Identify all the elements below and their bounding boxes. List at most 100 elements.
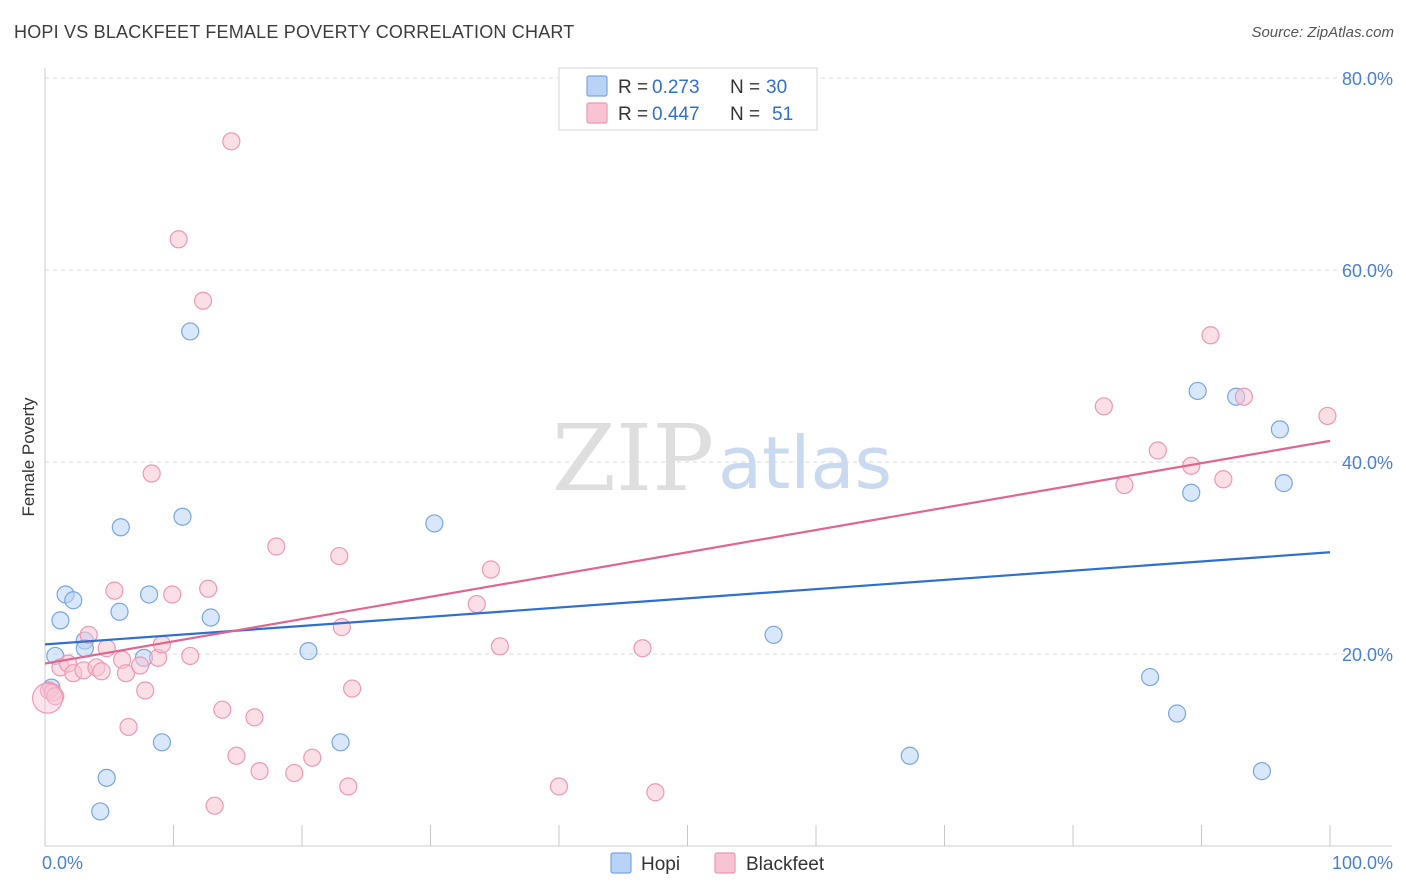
hopi-point-15 [181, 322, 200, 341]
blackfeet-point-14 [119, 717, 138, 737]
bottom-legend-label-hopi: Hopi [641, 854, 680, 875]
x-tick-label-0: 0.0% [42, 853, 83, 873]
blackfeet-point-40 [490, 637, 509, 656]
x-tick-marks [44, 825, 1331, 846]
blackfeet-point-38 [467, 594, 486, 614]
x-tick-label-1: 100.0% [1332, 853, 1393, 873]
hopi-point-23 [1167, 704, 1187, 723]
legend-n-value-blackfeet: 51 [772, 104, 793, 125]
blackfeet-point-42 [633, 639, 652, 658]
hopi-point-22 [1140, 667, 1160, 687]
legend-r-label-blackfeet: R = [618, 104, 648, 125]
blackfeet-point-44 [1094, 397, 1113, 416]
blackfeet-point-2 [46, 687, 65, 706]
blackfeet-point-11 [105, 581, 124, 600]
legend-r-value-blackfeet: 0.447 [652, 104, 700, 125]
blackfeet-point-21 [169, 230, 188, 249]
blackfeet-point-43 [646, 783, 665, 802]
hopi-point-25 [1188, 381, 1207, 401]
hopi-point-9 [110, 602, 129, 621]
hopi-point-13 [152, 733, 172, 752]
bottom-legend-swatch-blackfeet [714, 852, 736, 874]
bottom-legend: Hopi Blackfeet [610, 852, 825, 875]
y-tick-labels: 20.0% 40.0% 60.0% 80.0% [1342, 69, 1393, 665]
hopi-point-2 [51, 611, 70, 630]
blackfeet-point-16 [136, 681, 155, 700]
blackfeet-point-49 [1214, 470, 1233, 489]
blackfeet-point-51 [1318, 406, 1337, 426]
blackfeet-trend-line [44, 439, 1331, 665]
blackfeet-point-31 [267, 537, 286, 556]
blackfeet-point-17 [142, 464, 161, 483]
y-tick-label-1: 40.0% [1342, 453, 1393, 473]
blackfeet-point-7 [79, 625, 98, 644]
y-tick-label-0: 20.0% [1342, 645, 1393, 665]
hopi-point-28 [1270, 420, 1289, 439]
y-tick-label-3: 80.0% [1342, 69, 1393, 89]
blackfeet-point-29 [245, 708, 264, 727]
blackfeet-cluster-point [31, 682, 64, 714]
blackfeet-point-37 [343, 679, 362, 698]
hopi-point-4 [64, 591, 83, 610]
blackfeet-point-46 [1148, 441, 1167, 460]
hopi-point-20 [764, 625, 783, 644]
chart-source: Source: ZipAtlas.com [1251, 24, 1394, 41]
hopi-point-21 [900, 746, 919, 765]
blackfeet-point-32 [285, 763, 304, 783]
blackfeet-point-50 [1234, 387, 1254, 406]
bottom-legend-swatch-hopi [610, 852, 632, 874]
watermark-atlas: atlas [718, 421, 892, 505]
legend-r-value-hopi: 0.273 [652, 77, 700, 98]
hopi-point-16 [201, 608, 220, 627]
legend-n-value-hopi: 30 [766, 77, 787, 98]
blackfeet-point-20 [163, 585, 182, 604]
blackfeet-point-30 [250, 762, 269, 781]
hopi-point-19 [425, 514, 444, 533]
legend-swatch-hopi [586, 75, 608, 97]
hopi-trend-line [44, 551, 1331, 646]
blackfeet-point-45 [1115, 475, 1134, 495]
blackfeet-point-33 [303, 748, 322, 767]
hopi-point-8 [91, 802, 110, 821]
bottom-legend-label-blackfeet: Blackfeet [746, 854, 825, 875]
blackfeet-point-9 [92, 662, 111, 681]
blackfeet-point-34 [330, 546, 349, 566]
legend-n-label-hopi: N = [730, 77, 760, 98]
blackfeet-point-28 [227, 746, 246, 765]
blackfeet-point-48 [1201, 326, 1220, 345]
blackfeet-point-25 [205, 796, 224, 815]
watermark: ZIP atlas [552, 405, 892, 512]
x-tick-labels: 0.0% 100.0% [42, 853, 1393, 873]
hopi-point-18 [331, 733, 350, 752]
legend-n-label-blackfeet: N = [730, 104, 760, 125]
blackfeet-point-39 [481, 560, 500, 579]
hopi-point-17 [299, 642, 318, 661]
blackfeet-point-22 [181, 646, 200, 666]
blackfeet-point-26 [213, 700, 232, 719]
blackfeet-point-13 [116, 664, 136, 683]
y-axis-label: Female Poverty [19, 397, 38, 517]
blackfeet-point-35 [332, 618, 351, 637]
blackfeet-point-41 [549, 777, 569, 796]
legend-swatch-blackfeet [586, 102, 608, 124]
legend: R = 0.273 N = 30 R = 0.447 N = 51 [558, 67, 818, 131]
blackfeet-point-15 [130, 656, 150, 675]
hopi-point-10 [111, 518, 130, 537]
chart-title: HOPI VS BLACKFEET FEMALE POVERTY CORRELA… [14, 22, 575, 42]
hopi-point-12 [139, 585, 159, 604]
trend-lines [44, 439, 1331, 665]
y-tick-label-2: 60.0% [1342, 261, 1393, 281]
watermark-zip: ZIP [552, 405, 714, 512]
hopi-point-29 [1274, 474, 1293, 493]
hopi-point-24 [1182, 483, 1201, 502]
axes [44, 68, 1392, 847]
blackfeet-point-24 [199, 579, 218, 598]
legend-r-label-hopi: R = [618, 77, 648, 98]
grid-lines [45, 77, 1392, 655]
hopi-point-7 [97, 768, 116, 787]
blackfeet-point-27 [222, 132, 241, 151]
hopi-point-14 [173, 507, 192, 526]
blackfeet-point-36 [339, 777, 358, 796]
hopi-point-27 [1252, 762, 1271, 781]
